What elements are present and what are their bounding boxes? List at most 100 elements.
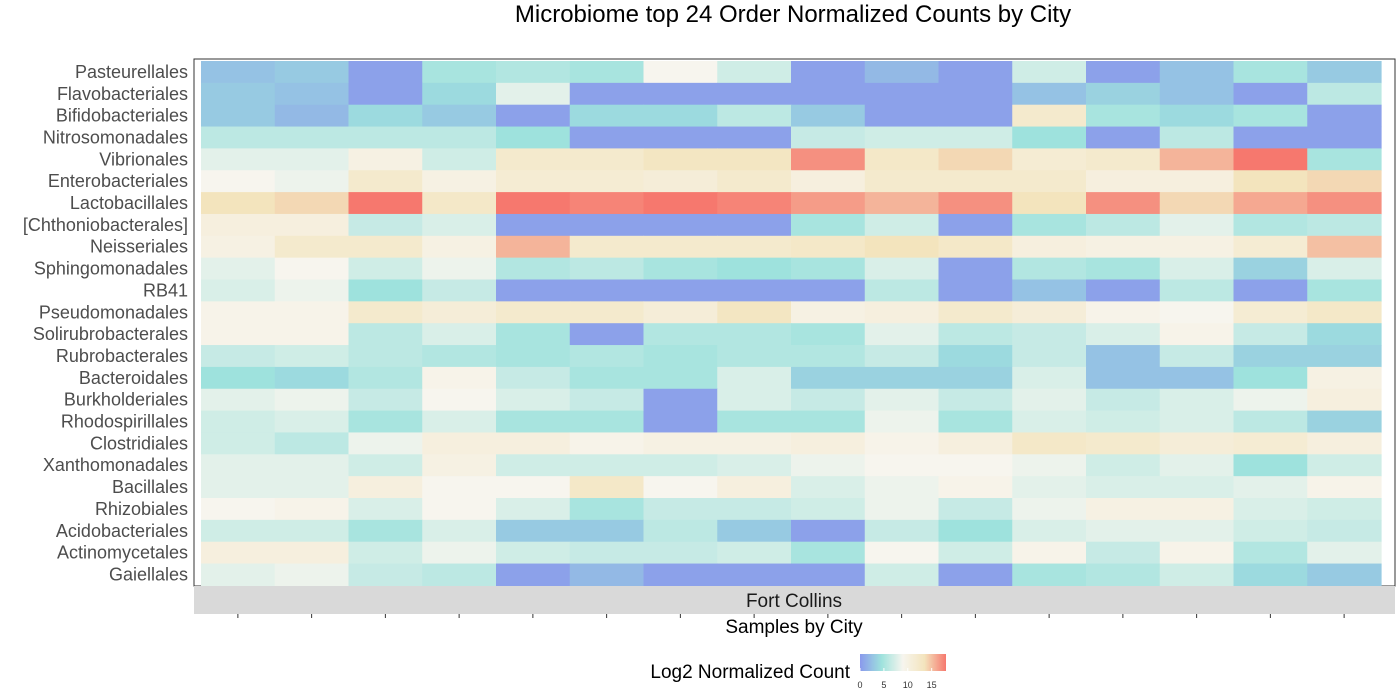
heatmap-cell <box>1307 301 1382 324</box>
heatmap-cell <box>348 61 423 84</box>
heatmap-cell <box>1307 366 1382 390</box>
heatmap-cell <box>864 301 940 324</box>
heatmap-cell <box>643 61 718 84</box>
heatmap-cell <box>1307 323 1382 346</box>
heatmap-cell <box>864 82 940 106</box>
heatmap-cell <box>201 563 276 586</box>
heatmap-cell <box>201 476 276 499</box>
legend-colorbar <box>860 654 946 671</box>
heatmap-cell <box>569 388 645 412</box>
legend-ticks: 0 5 10 15 <box>857 668 937 690</box>
heatmap-cell <box>274 213 350 237</box>
heatmap-cell <box>643 432 718 455</box>
heatmap-cell <box>938 82 1013 106</box>
heatmap-cell <box>1307 213 1382 237</box>
heatmap-cell <box>274 126 350 149</box>
heatmap-cell <box>1159 563 1235 586</box>
heatmap-cell <box>569 366 645 390</box>
heatmap-cell <box>643 541 718 565</box>
heatmap-cell <box>1086 541 1161 565</box>
row-label: Enterobacteriales <box>48 171 188 191</box>
heatmap-cell <box>791 301 866 324</box>
heatmap-cell <box>422 366 497 390</box>
heatmap-cell <box>643 192 718 215</box>
heatmap-cell <box>864 476 940 499</box>
heatmap-cell <box>422 410 497 434</box>
heatmap-cell <box>1086 279 1161 302</box>
heatmap-cell <box>1233 541 1308 565</box>
heatmap-cell <box>348 170 423 193</box>
heatmap-cell <box>1159 279 1235 302</box>
heatmap-cell <box>1233 345 1308 368</box>
heatmap-cell <box>348 541 423 565</box>
heatmap-cell <box>1012 563 1087 586</box>
heatmap-cell <box>791 563 866 586</box>
heatmap-cell <box>643 104 718 128</box>
heatmap-cell <box>717 345 792 368</box>
heatmap-cell <box>717 519 792 543</box>
heatmap-cell <box>348 345 423 368</box>
heatmap-cell <box>348 410 423 434</box>
heatmap-cell <box>201 410 276 434</box>
heatmap-cell <box>201 454 276 477</box>
heatmap-cell <box>1159 476 1235 499</box>
heatmap-cell <box>1233 213 1308 237</box>
heatmap-cell <box>864 498 940 521</box>
heatmap-cell <box>643 213 718 237</box>
heatmap-cell <box>274 279 350 302</box>
heatmap-cell <box>1086 432 1161 455</box>
heatmap-cell <box>1307 345 1382 368</box>
heatmap-cell <box>1012 432 1087 455</box>
row-label: RB41 <box>143 280 188 300</box>
heatmap-cell <box>496 257 571 281</box>
heatmap-cell <box>1233 126 1308 149</box>
heatmap-cell <box>717 170 792 193</box>
row-label: Pseudomonadales <box>39 302 188 322</box>
row-label: Bacteroidales <box>79 368 188 388</box>
heatmap-cell <box>569 541 645 565</box>
heatmap-cell <box>569 432 645 455</box>
heatmap-cell <box>938 410 1013 434</box>
heatmap-cell <box>1086 388 1161 412</box>
heatmap-cell <box>717 323 792 346</box>
heatmap-cell <box>1012 192 1087 215</box>
heatmap-cell <box>422 454 497 477</box>
heatmap-cell <box>201 432 276 455</box>
row-label: Xanthomonadales <box>43 455 188 475</box>
heatmap-cell <box>864 148 940 171</box>
heatmap-cell <box>422 563 497 586</box>
heatmap-cell <box>1159 192 1235 215</box>
heatmap-cell <box>1233 170 1308 193</box>
heatmap-cell <box>422 257 497 281</box>
heatmap-cell <box>938 126 1013 149</box>
heatmap-cell <box>717 104 792 128</box>
heatmap-cell <box>348 82 423 106</box>
heatmap-cell <box>1233 235 1308 259</box>
heatmap-cell <box>201 279 276 302</box>
heatmap-cell <box>643 498 718 521</box>
heatmap-cell <box>1307 148 1382 171</box>
heatmap-cell <box>348 104 423 128</box>
heatmap-cell <box>348 213 423 237</box>
heatmap-cell <box>1159 519 1235 543</box>
heatmap-cell <box>1307 563 1382 586</box>
heatmap-cell <box>791 432 866 455</box>
heatmap-cell <box>643 82 718 106</box>
heatmap-cell <box>1159 432 1235 455</box>
heatmap-cell <box>569 82 645 106</box>
heatmap-cell <box>1159 170 1235 193</box>
heatmap-cell <box>348 301 423 324</box>
heatmap-cell <box>1012 498 1087 521</box>
heatmap-cell <box>1233 498 1308 521</box>
heatmap-cell <box>496 345 571 368</box>
heatmap-cell <box>496 170 571 193</box>
heatmap-cell <box>717 563 792 586</box>
legend-tick-label: 0 <box>857 680 862 690</box>
heatmap-cell <box>1307 126 1382 149</box>
heatmap-cell <box>1307 192 1382 215</box>
heatmap-cell <box>274 61 350 84</box>
heatmap-cell <box>1159 126 1235 149</box>
heatmap-cell <box>1012 519 1087 543</box>
heatmap-cell <box>274 541 350 565</box>
facet-strip <box>194 586 1395 614</box>
